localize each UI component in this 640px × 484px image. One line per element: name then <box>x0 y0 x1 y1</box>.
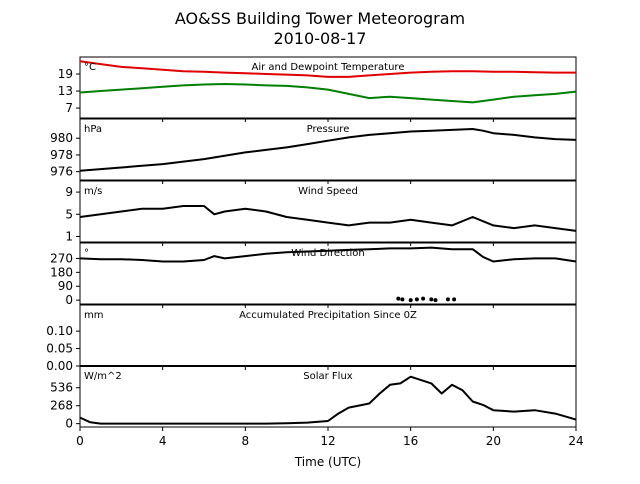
y-tick-label: 180 <box>50 265 73 279</box>
y-tick-label: 19 <box>58 67 73 81</box>
panel-unit: °C <box>84 62 96 73</box>
y-tick-label: 270 <box>50 251 73 265</box>
series-line <box>79 375 577 425</box>
y-tick-label: 536 <box>50 381 73 395</box>
panel-title: Solar Flux <box>303 371 353 382</box>
data-point <box>445 297 450 302</box>
panel-unit: W/m^2 <box>84 371 122 382</box>
panel-title: Air and Dewpoint Temperature <box>252 62 405 73</box>
panel-title: Wind Speed <box>298 186 358 197</box>
figure-title: AO&SS Building Tower Meteorogram <box>175 9 465 28</box>
panel-4: 0.00 0.05 0.10 mm Accumulated Precipitation … <box>46 304 577 373</box>
panel-1: 976 978 980 hPa Pressure <box>50 118 577 184</box>
y-tick-label: 980 <box>50 131 73 145</box>
y-tick-label: 90 <box>58 279 73 293</box>
data-point <box>452 297 457 302</box>
series-line <box>79 83 577 104</box>
y-tick-label: 0.00 <box>46 359 73 373</box>
series-line <box>79 60 576 78</box>
panel-unit: mm <box>84 310 103 321</box>
y-tick-label: 978 <box>50 148 73 162</box>
y-tick-label: 0 <box>65 417 73 431</box>
data-point <box>400 297 405 302</box>
y-tick-label: 9 <box>65 185 73 199</box>
series-line <box>79 246 577 263</box>
y-tick-label: 13 <box>58 84 73 98</box>
x-tick-label: 16 <box>403 434 418 448</box>
data-point <box>429 297 434 302</box>
data-point <box>421 296 426 301</box>
x-tick-label: 0 <box>76 434 84 448</box>
y-tick-label: 1 <box>65 229 73 243</box>
panel-5: 0 268 536 W/m^2 Solar Flux <box>50 365 577 431</box>
y-tick-label: 268 <box>50 399 73 413</box>
panel-unit: ° <box>84 248 89 259</box>
panel-unit: hPa <box>84 124 102 135</box>
y-tick-label: 976 <box>50 165 73 179</box>
x-axis-label: Time (UTC) <box>294 455 361 469</box>
panel-unit: m/s <box>84 186 102 197</box>
x-tick-label: 24 <box>568 434 583 448</box>
y-tick-label: 0 <box>65 293 73 307</box>
data-point <box>408 298 413 303</box>
y-tick-label: 0.10 <box>46 324 73 338</box>
x-tick-label: 4 <box>159 434 167 448</box>
panel-title: Wind Direction <box>291 248 365 259</box>
data-point <box>396 296 401 301</box>
data-point <box>414 297 419 302</box>
series-line <box>79 205 577 232</box>
y-tick-label: 7 <box>65 101 73 115</box>
panel-title: Accumulated Precipitation Since 0Z <box>239 310 417 321</box>
x-tick-label: 20 <box>486 434 501 448</box>
figure-date: 2010-08-17 <box>274 29 367 48</box>
data-point <box>433 298 438 303</box>
x-tick-label: 12 <box>320 434 335 448</box>
panel-2: 1 5 9 m/s Wind Speed <box>65 180 577 246</box>
y-tick-label: 5 <box>65 207 73 221</box>
x-axis: 0 4 8 12 16 20 24 <box>76 434 583 448</box>
panel-title: Pressure <box>307 124 350 135</box>
x-tick-label: 8 <box>242 434 250 448</box>
panel-0: 7 13 19 °C Air and Dewpoint Temperature <box>58 56 577 122</box>
y-tick-label: 0.05 <box>46 342 73 356</box>
series-line <box>79 128 577 172</box>
